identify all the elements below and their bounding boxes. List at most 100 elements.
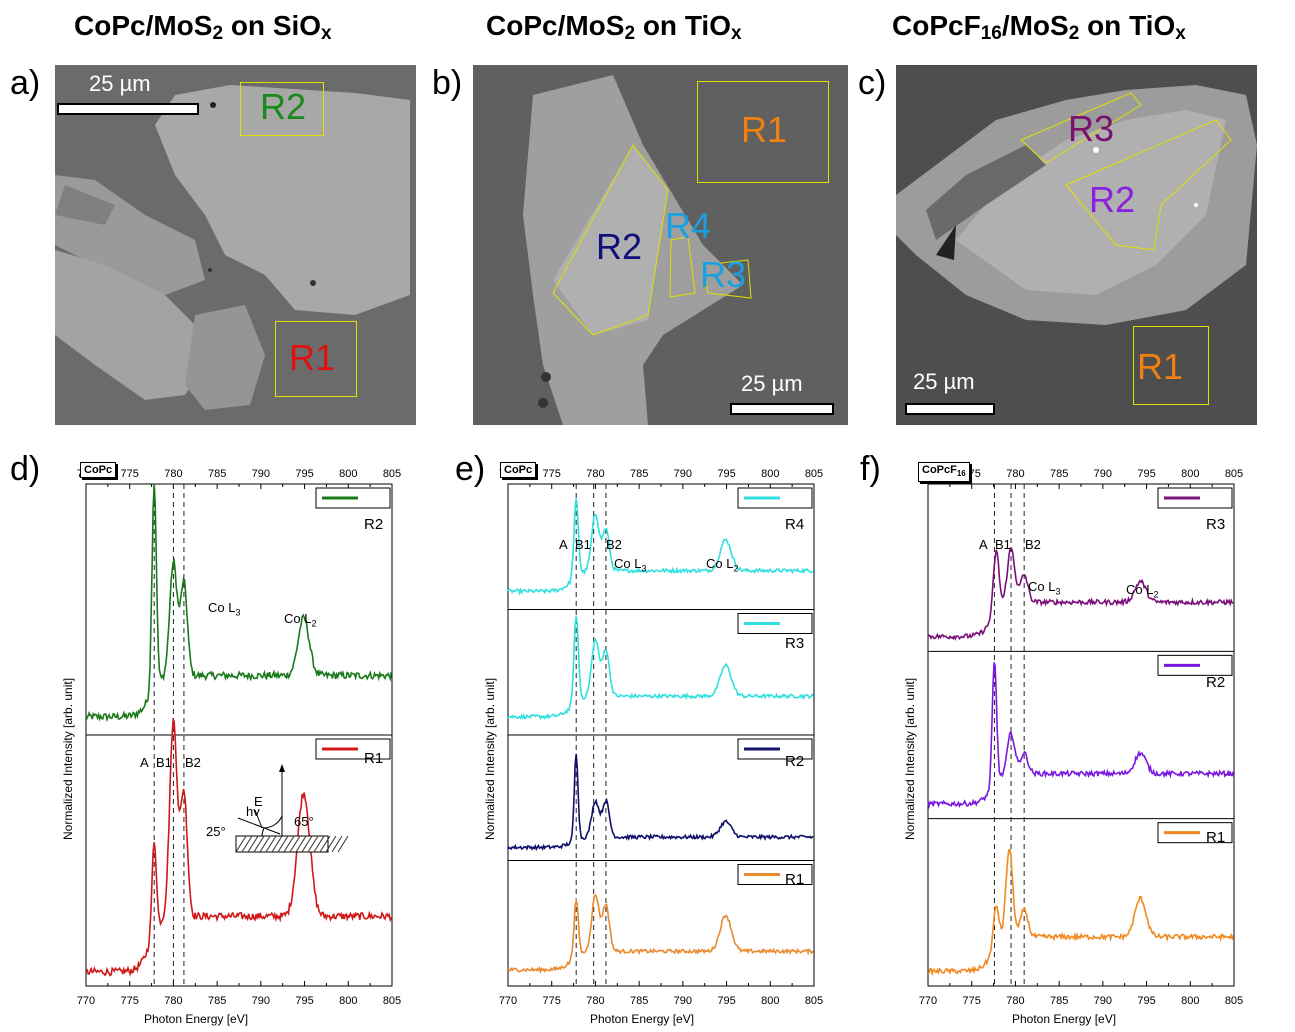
inset-label-hv: hv (246, 804, 260, 819)
x-tick-label: 780 (586, 995, 604, 1007)
xlabel-e: Photon Energy [eV] (590, 1012, 695, 1026)
inset-hatch (295, 835, 307, 853)
title-b: CoPc/MoS2 on TiOx (486, 10, 742, 44)
x-tick-label: 775 (963, 995, 981, 1007)
scalebar-b (730, 403, 834, 415)
ylabel-e: Normalized Intensity [arb. unit] (483, 677, 497, 840)
inset-hatch (337, 835, 349, 853)
inset-angle-arc (263, 815, 283, 829)
x-tick-label: 770 (919, 995, 937, 1007)
spectrum-e-r4 (507, 498, 814, 596)
x-tick-label: 770 (499, 995, 517, 1007)
x-tick-label: 780 (164, 995, 182, 1007)
marker-label-d-b1: B1 (156, 755, 172, 770)
inset-hatch (253, 835, 265, 853)
x-tick-label: 800 (339, 468, 357, 480)
x-tick-label: 780 (164, 468, 182, 480)
x-tick-label: 800 (1181, 995, 1199, 1007)
marker-label-d-a: A (140, 755, 149, 770)
inset-hatch (289, 835, 301, 853)
panel-label-b: b) (432, 64, 463, 102)
title-a: CoPc/MoS2 on SiOx (74, 10, 332, 44)
x-tick-label: 775 (121, 995, 139, 1007)
marker-label-e-b1: B1 (575, 537, 591, 552)
x-tick-label: 795 (1137, 468, 1155, 480)
inset-e-vector (254, 809, 263, 829)
roi-label-c-r1: R1 (1137, 346, 1184, 387)
spectrum-e-r3 (507, 616, 814, 721)
inset-hatch (325, 835, 337, 853)
marker-label-f-a: A (979, 537, 988, 552)
marker-label-e-a: A (559, 537, 568, 552)
marker-label-f-b2: B2 (1025, 537, 1041, 552)
microscopy-image-a: R2 R1 25 µm (55, 65, 416, 425)
x-tick-label: 795 (717, 995, 735, 1007)
x-tick-label: 785 (1050, 468, 1068, 480)
marker-label-e-col3: Co L3 (614, 556, 647, 574)
marker-label-d-col3: Co L3 (208, 600, 241, 618)
scalebar-label-a: 25 µm (89, 71, 151, 96)
spectrum-e-r2 (507, 753, 814, 852)
legend-d-r2: R2 (364, 516, 384, 533)
x-tick-label: 785 (630, 468, 648, 480)
roi-label-a-r1: R1 (289, 337, 336, 378)
spectrum-d-r1 (86, 717, 393, 977)
x-tick-label: 805 (1225, 468, 1243, 480)
inset-hatch (265, 835, 277, 853)
marker-label-f-b1: B1 (995, 537, 1011, 552)
panel-label-d: d) (10, 450, 41, 488)
x-tick-label: 780 (586, 468, 604, 480)
panel-label-a: a) (10, 64, 41, 102)
panel-label-f: f) (860, 450, 881, 488)
scalebar-a (57, 103, 199, 115)
x-tick-label: 805 (383, 995, 401, 1007)
molecule-badge-f: CoPcF16 (918, 462, 970, 483)
inset-hatch (319, 835, 331, 853)
scalebar-label-c: 25 µm (913, 369, 975, 394)
legend-f-r3: R3 (1206, 516, 1226, 533)
x-tick-label: 785 (208, 995, 226, 1007)
roi-label-b-r2: R2 (596, 226, 643, 267)
marker-label-d-col2: Co L2 (284, 611, 317, 629)
inset-hatch (277, 835, 289, 853)
xlabel-d: Photon Energy [eV] (144, 1012, 249, 1026)
roi-label-b-r3: R3 (700, 254, 747, 295)
microscopy-image-b: R1 R2 R4 R3 25 µm (473, 65, 848, 425)
spectrum-d-r2 (85, 483, 393, 723)
marker-label-f-col2: Co L2 (1126, 582, 1159, 600)
xlabel-f: Photon Energy [eV] (1012, 1012, 1117, 1026)
x-tick-label: 800 (1181, 468, 1199, 480)
inset-hatch (331, 835, 343, 853)
inset-hatch (247, 835, 259, 853)
panel-label-e: e) (455, 450, 486, 488)
x-tick-label: 795 (295, 468, 313, 480)
inset-arrowhead (279, 764, 285, 772)
spectrum-e-r1 (507, 893, 814, 974)
x-tick-label: 805 (805, 995, 823, 1007)
x-tick-label: 790 (1094, 468, 1112, 480)
inset-hatch (241, 835, 253, 853)
inset-hatch (259, 835, 271, 853)
marker-label-e-col2: Co L2 (706, 556, 739, 574)
inset-hatch (301, 835, 313, 853)
x-tick-label: 790 (252, 468, 270, 480)
x-tick-label: 800 (761, 995, 779, 1007)
inset-label-65: 65° (294, 814, 314, 829)
spectrum-f-r2 (927, 662, 1235, 810)
x-tick-label: 795 (295, 995, 313, 1007)
legend-d-r1: R1 (364, 750, 384, 767)
legend-f-r1: R1 (1206, 829, 1226, 846)
legend-e-r2: R2 (785, 753, 805, 770)
molecule-badge-d: CoPc (80, 462, 117, 478)
x-tick-label: 800 (761, 468, 779, 480)
inset-hatch (307, 835, 319, 853)
roi-label-c-r2: R2 (1089, 179, 1136, 220)
x-tick-label: 785 (630, 995, 648, 1007)
inset-hatch (235, 835, 247, 853)
x-tick-label: 790 (1094, 995, 1112, 1007)
x-tick-label: 800 (339, 995, 357, 1007)
inset-hatch (283, 835, 295, 853)
spectrum-f-r1 (927, 848, 1235, 977)
x-tick-label: 790 (674, 995, 692, 1007)
